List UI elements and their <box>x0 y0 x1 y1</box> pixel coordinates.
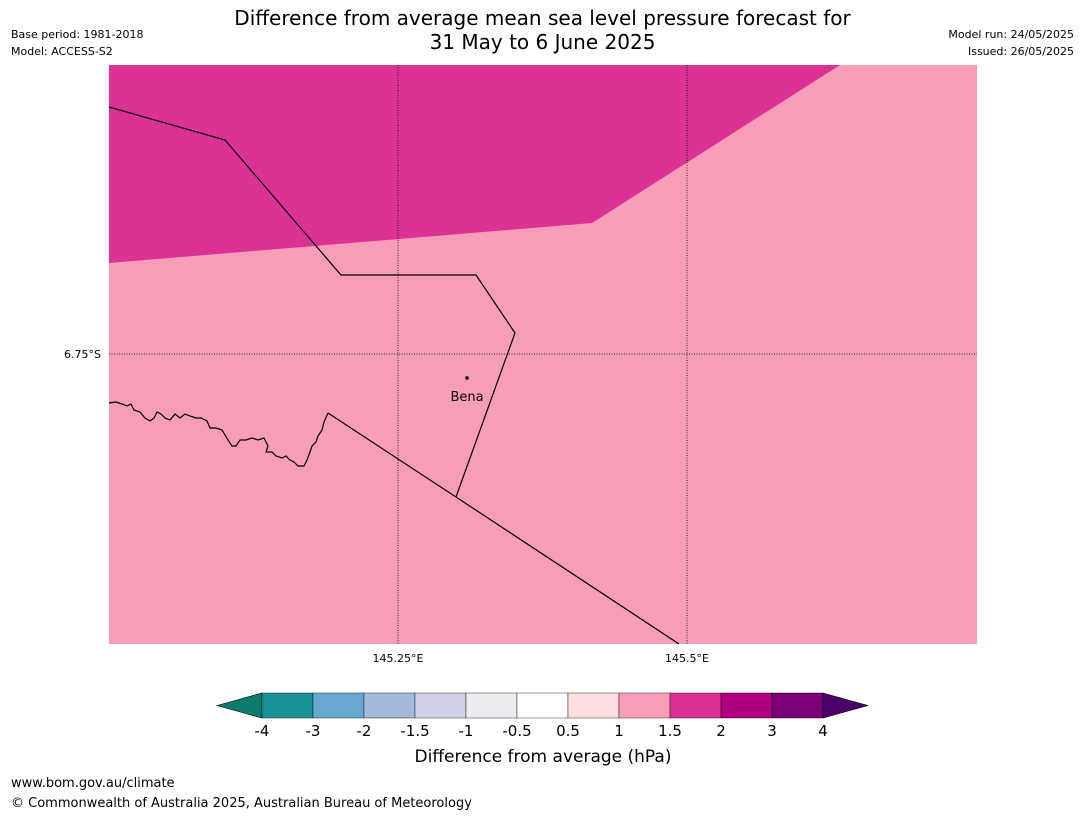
colorbar-tick-label: 1 <box>614 722 624 740</box>
issued-text: Issued: 26/05/2025 <box>967 45 1074 58</box>
model-text: Model: ACCESS-S2 <box>11 45 113 58</box>
colorbar-label: Difference from average (hPa) <box>415 747 672 767</box>
colorbar-segment <box>465 692 518 719</box>
colorbar-tick-label: 4 <box>818 722 828 740</box>
map-panel: Bena <box>108 65 977 645</box>
colorbar-tick-label: 2 <box>716 722 726 740</box>
colorbar-extend-low <box>215 692 263 719</box>
colorbar-segment <box>720 692 773 719</box>
colorbar-tick-label: -3 <box>306 722 321 740</box>
colorbar: -4 -3 -2 -1.5 -1 -0.5 0.5 1 1.5 2 3 4 <box>215 692 870 740</box>
lon-tick-label-145-5: 145.5°E <box>665 652 709 665</box>
colorbar-segment <box>261 692 314 719</box>
colorbar-tick-label: -0.5 <box>502 722 531 740</box>
page-title: Difference from average mean sea level p… <box>150 6 935 54</box>
colorbar-segment <box>771 692 824 719</box>
title-line-1: Difference from average mean sea level p… <box>234 6 851 30</box>
colorbar-tick-label: -2 <box>357 722 372 740</box>
footer-url: www.bom.gov.au/climate <box>11 776 175 791</box>
meta-info-left: Base period: 1981-2018 Model: ACCESS-S2 <box>11 26 143 60</box>
colorbar-extend-high <box>822 692 870 719</box>
colorbar-tick-label: 0.5 <box>556 722 580 740</box>
province-boundary-north <box>108 106 516 498</box>
bena-town-label: Bena <box>450 390 483 405</box>
colorbar-tick-label: 3 <box>767 722 777 740</box>
colorbar-tick-label: -4 <box>255 722 270 740</box>
province-boundary-south <box>327 412 680 645</box>
lat-tick-label: 6.75°S <box>64 348 101 361</box>
colorbar-tick-label: -1 <box>459 722 474 740</box>
anomaly-region-high <box>109 65 840 263</box>
lon-tick-label-145-25: 145.25°E <box>373 652 424 665</box>
colorbar-segment <box>363 692 416 719</box>
colorbar-segment <box>414 692 467 719</box>
bena-town-marker <box>465 376 469 380</box>
meta-info-right: Model run: 24/05/2025 Issued: 26/05/2025 <box>948 26 1074 60</box>
colorbar-tick-label: 1.5 <box>658 722 682 740</box>
colorbar-segment <box>567 692 620 719</box>
footer-copyright: © Commonwealth of Australia 2025, Austra… <box>11 796 472 811</box>
colorbar-segment <box>516 692 569 719</box>
colorbar-tick-label: -1.5 <box>400 722 429 740</box>
colorbar-segment <box>669 692 722 719</box>
base-period-text: Base period: 1981-2018 <box>11 28 144 41</box>
coastline-boundary <box>108 401 329 467</box>
title-line-2: 31 May to 6 June 2025 <box>429 30 656 54</box>
colorbar-segment <box>618 692 671 719</box>
colorbar-segment <box>312 692 365 719</box>
model-run-text: Model run: 24/05/2025 <box>948 28 1074 41</box>
